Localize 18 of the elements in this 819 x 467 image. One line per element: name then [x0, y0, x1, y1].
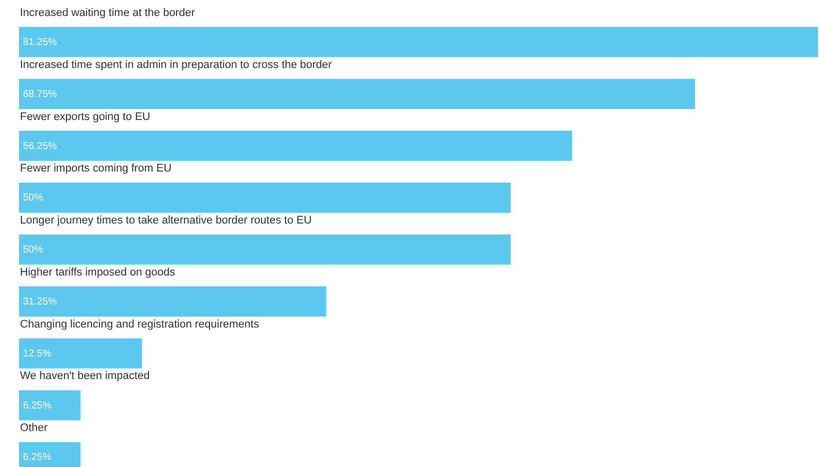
data-label: 50% [23, 192, 44, 204]
y-tick-label: We haven't been impacted [20, 370, 150, 382]
y-tick-label: Changing licencing and registration requirements [20, 318, 260, 330]
data-label: 68.75% [23, 88, 58, 100]
data-label: 12.5% [23, 348, 52, 360]
y-tick-label: Longer journey times to take alternative border routes to EU [20, 214, 312, 227]
data-label: 31.25% [23, 296, 58, 308]
y-tick-label: Fewer exports going to EU [20, 110, 150, 123]
y-tick-label: Higher tariffs imposed on goods [20, 266, 176, 278]
y-tick-label: Fewer imports coming from EU [20, 162, 172, 175]
data-label: 56.25% [23, 140, 58, 152]
y-tick-label: Other [20, 422, 48, 434]
data-label: 50% [23, 244, 44, 256]
data-label: 6.25% [23, 452, 52, 464]
y-tick-label: Increased waiting time at the border [20, 6, 196, 19]
data-label: 81.25% [23, 37, 58, 48]
y-tick-label: Increased time spent in admin in preparation to cross the border [20, 58, 332, 71]
data-label: 6.25% [23, 400, 52, 412]
